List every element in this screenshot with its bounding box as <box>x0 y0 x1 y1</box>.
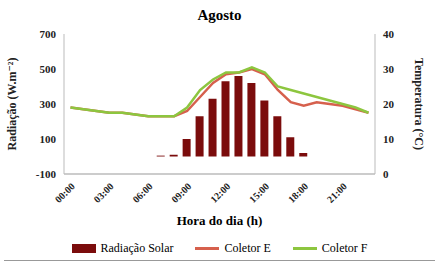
svg-text:15:00: 15:00 <box>247 181 271 205</box>
html-text:Coletor F: Coletor F <box>321 240 368 255</box>
svg-text:00:00: 00:00 <box>53 181 77 205</box>
svg-text:100: 100 <box>40 133 57 145</box>
html-text:Radiação Solar: Radiação Solar <box>100 240 174 255</box>
svg-text:0: 0 <box>383 168 389 180</box>
svg-text:09:00: 09:00 <box>169 181 193 205</box>
svg-text:30: 30 <box>383 63 395 75</box>
svg-text:20: 20 <box>383 98 395 110</box>
svg-text:18:00: 18:00 <box>286 181 310 205</box>
html-text:Hora do dia (h): Hora do dia (h) <box>176 213 263 228</box>
svg-text:700: 700 <box>40 28 57 40</box>
svg-text:300: 300 <box>40 98 57 110</box>
svg-text:500: 500 <box>40 63 57 75</box>
svg-text:-100: -100 <box>36 168 57 180</box>
svg-text:Radiação (W.m⁻²): Radiação (W.m⁻²) <box>8 58 19 151</box>
svg-text:10: 10 <box>383 133 395 145</box>
svg-text:40: 40 <box>383 28 395 40</box>
svg-text:06:00: 06:00 <box>130 181 154 205</box>
svg-text:03:00: 03:00 <box>92 181 116 205</box>
html-text:Agosto: Agosto <box>197 7 242 23</box>
svg-text:21:00: 21:00 <box>325 181 349 205</box>
svg-text:12:00: 12:00 <box>208 181 232 205</box>
html-text:Coletor E: Coletor E <box>224 240 271 255</box>
svg-text:Temperatura (°C): Temperatura (°C) <box>412 58 426 150</box>
